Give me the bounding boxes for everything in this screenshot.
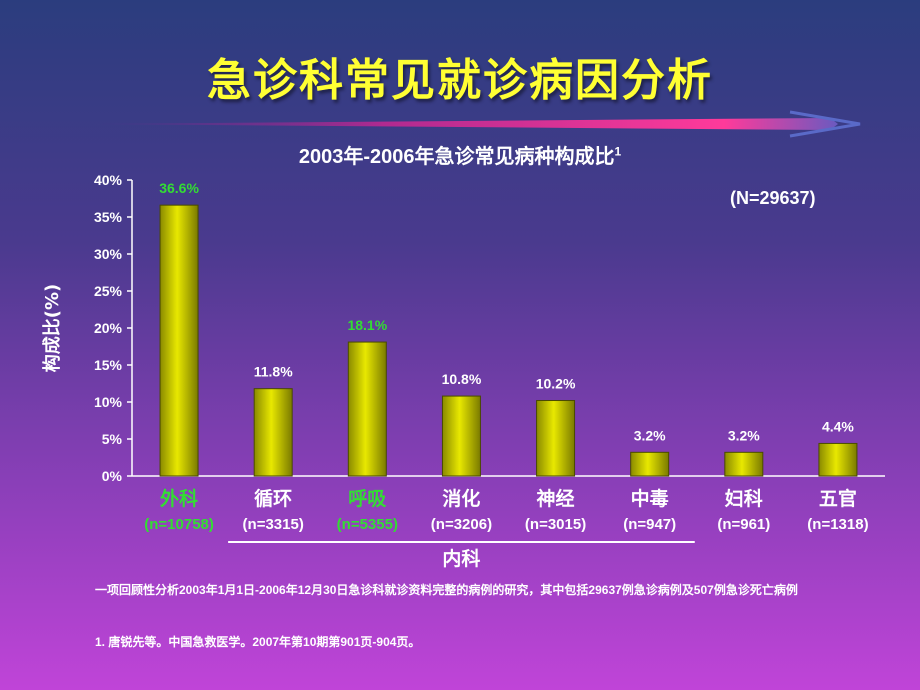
- slide-title: 急诊科常见就诊病因分析: [207, 56, 713, 105]
- reference-footnote: 1. 唐锐先等。中国急救医学。2007年第10期第901页-904页。: [95, 635, 421, 649]
- bar-value-label: 10.2%: [536, 376, 576, 392]
- bar: [630, 451, 670, 477]
- bar: [724, 451, 764, 477]
- category-count-label: (n=3015): [525, 516, 586, 533]
- bar-value-label: 3.2%: [728, 427, 760, 443]
- bar-value-label: 18.1%: [347, 317, 387, 333]
- chart-title-text: 2003年-2006年急诊常见病种构成比: [298, 146, 615, 168]
- category-count-label: (n=1318): [807, 516, 868, 533]
- category-count-label: (n=947): [623, 516, 676, 533]
- decorative-ribbon: [80, 110, 861, 138]
- category-count-label: (n=10758): [144, 516, 214, 533]
- total-sample-label: (N=29637): [730, 188, 816, 208]
- category-label: 消化: [442, 487, 480, 510]
- y-axis-label: 构成比(%): [41, 284, 63, 373]
- y-tick-label: 35%: [94, 209, 123, 225]
- y-tick-label: 25%: [94, 283, 123, 299]
- bar-value-label: 10.8%: [442, 371, 482, 387]
- group-label: 内科: [442, 547, 480, 570]
- y-tick-label: 40%: [94, 172, 123, 188]
- y-tick-label: 15%: [94, 357, 123, 373]
- bar: [253, 388, 293, 477]
- bar: [347, 341, 387, 477]
- y-tick-label: 0%: [102, 468, 123, 484]
- category-label: 中毒: [631, 487, 669, 510]
- bar: [441, 395, 481, 477]
- category-count-label: (n=5355): [337, 516, 398, 533]
- bar-value-label: 3.2%: [634, 427, 666, 443]
- category-label: 神经: [537, 487, 575, 510]
- chart-title: 2003年-2006年急诊常见病种构成比1: [0, 140, 920, 169]
- category-label: 循环: [254, 487, 292, 510]
- y-tick-label: 5%: [102, 431, 123, 447]
- y-tick-label: 30%: [94, 246, 123, 262]
- category-label: 妇科: [725, 487, 763, 510]
- y-tick-label: 10%: [94, 394, 123, 410]
- study-footnote: 一项回顾性分析2003年1月1日-2006年12月30日急诊科就诊资料完整的病例…: [95, 583, 798, 597]
- chart-title-footnote-marker: 1: [614, 144, 622, 159]
- category-count-label: (n=3206): [431, 516, 492, 533]
- bar-value-label: 4.4%: [822, 418, 854, 434]
- category-label: 五官: [819, 487, 857, 510]
- y-tick-label: 20%: [94, 320, 123, 336]
- bar: [536, 400, 576, 477]
- category-count-label: (n=3315): [243, 516, 304, 533]
- bar: [818, 442, 858, 477]
- bar-value-label: 11.8%: [254, 364, 293, 380]
- category-label: 呼吸: [348, 488, 387, 510]
- bar-value-label: 36.6%: [159, 180, 199, 196]
- category-count-label: (n=961): [717, 516, 770, 533]
- category-label: 外科: [160, 487, 198, 510]
- bar: [159, 204, 199, 477]
